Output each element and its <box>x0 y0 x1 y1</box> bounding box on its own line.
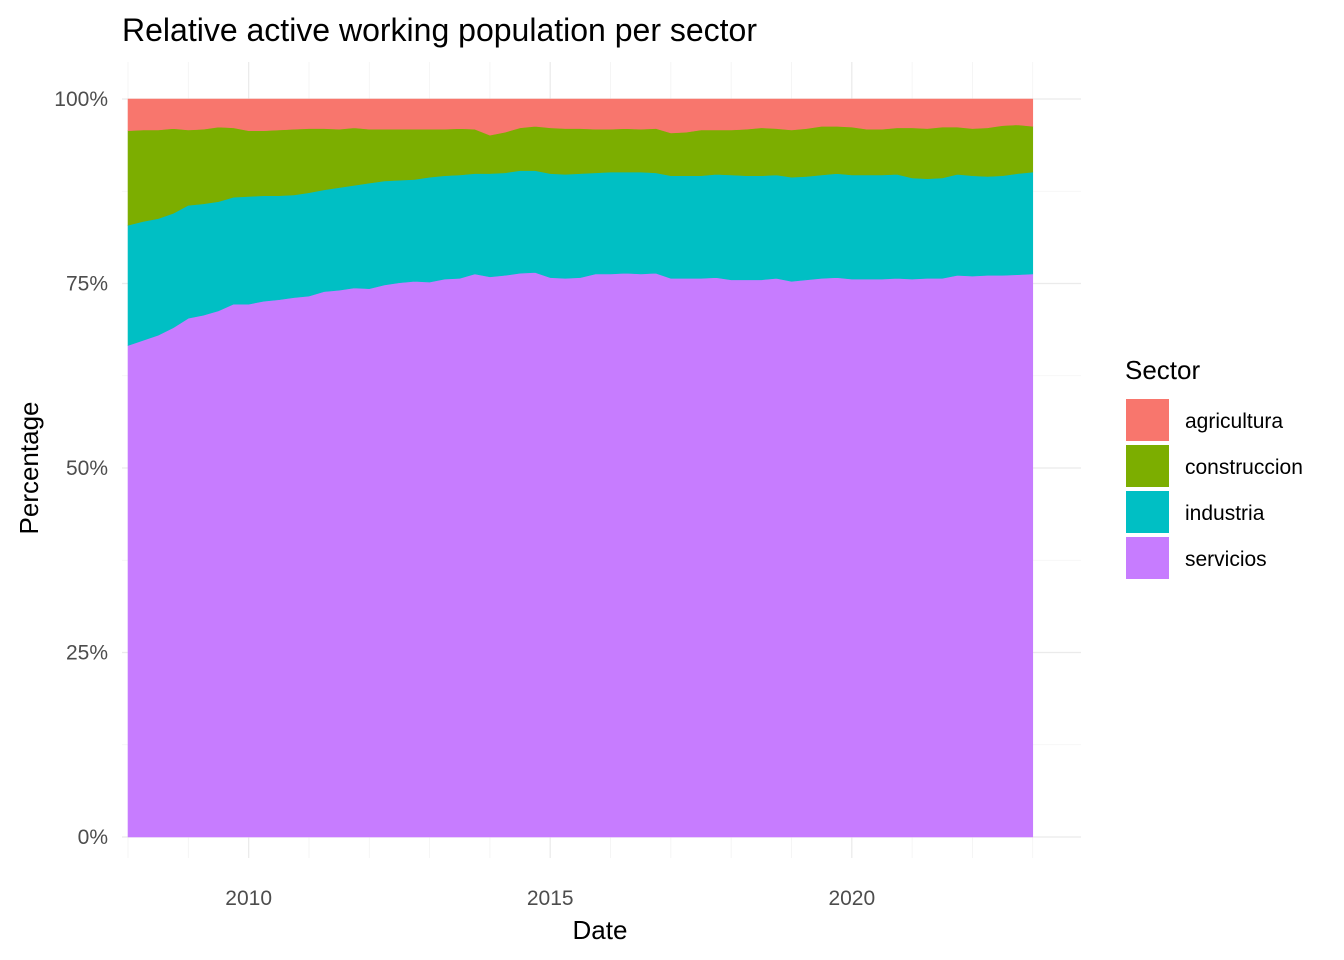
y-tick-label: 75% <box>66 273 108 296</box>
legend-label-construccion: construccion <box>1185 456 1303 479</box>
area-series <box>127 98 1034 838</box>
legend-title: Sector <box>1125 355 1200 385</box>
x-tick-label: 2015 <box>527 887 574 910</box>
legend-label-industria: industria <box>1185 502 1265 525</box>
legend-label-servicios: servicios <box>1185 548 1267 571</box>
x-tick-label: 2010 <box>225 887 272 910</box>
legend: Sector agricultura construccion industria s… <box>1125 355 1303 579</box>
area-agricultura <box>127 98 1034 136</box>
legend-key-servicios <box>1126 537 1169 579</box>
y-tick-label: 25% <box>66 642 108 665</box>
y-tick-label: 50% <box>66 457 108 480</box>
y-tick-label: 0% <box>78 826 108 849</box>
y-tick-label: 100% <box>54 88 108 111</box>
x-axis-ticks: 2010 2015 2020 <box>225 887 875 910</box>
legend-key-agricultura <box>1126 399 1169 441</box>
legend-label-agricultura: agricultura <box>1185 410 1283 433</box>
x-axis-title: Date <box>573 915 628 945</box>
area-servicios <box>127 272 1034 838</box>
x-tick-label: 2020 <box>828 887 875 910</box>
chart-title: Relative active working population per s… <box>122 12 757 48</box>
y-axis-ticks: 0% 25% 50% 75% 100% <box>54 88 108 849</box>
legend-key-industria <box>1126 491 1169 533</box>
y-axis-title: Percentage <box>14 402 44 535</box>
legend-key-construccion <box>1126 445 1169 487</box>
